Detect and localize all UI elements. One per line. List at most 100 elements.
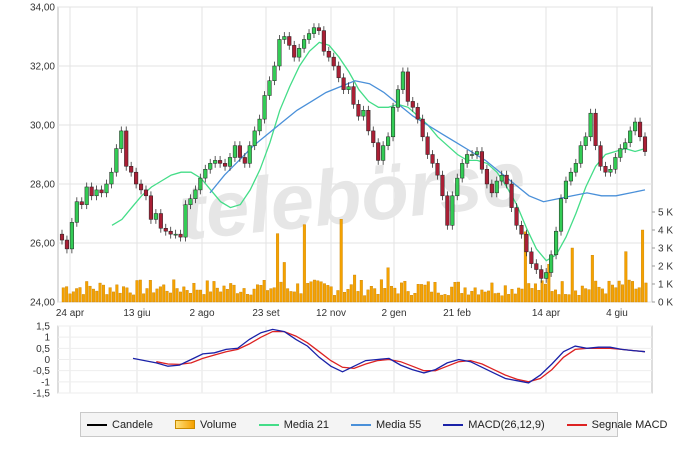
candle-body	[84, 186, 89, 205]
volume-bar	[400, 282, 403, 303]
volume-bar	[403, 280, 407, 303]
volume-bar	[316, 280, 320, 303]
volume-bar	[145, 288, 149, 303]
candle-body	[247, 145, 252, 164]
volume-bar	[470, 290, 474, 303]
candle-body	[563, 180, 568, 200]
candle-body	[222, 163, 228, 167]
volume-bar	[349, 284, 353, 303]
candle-body	[499, 174, 504, 182]
candle-body	[509, 183, 514, 208]
x-tick-label: 2 gen	[381, 308, 406, 319]
volume-bar	[570, 247, 574, 303]
volume-bar	[299, 293, 303, 303]
volume-bar	[560, 281, 564, 303]
macd-swatch-icon	[443, 423, 464, 426]
volume-bar	[112, 291, 115, 303]
candle-body	[455, 177, 460, 197]
volume-bar	[369, 286, 373, 303]
volume-bar	[209, 291, 213, 303]
candle-body	[64, 239, 69, 250]
volume-bar	[118, 292, 122, 303]
candle-body	[89, 186, 94, 197]
volume-bar	[282, 262, 286, 303]
candle-body	[311, 27, 317, 34]
volume-bar	[523, 231, 527, 303]
volume-bar	[487, 290, 491, 303]
volume-bar	[152, 292, 156, 303]
volume-bar	[225, 288, 229, 303]
candle-body	[74, 201, 79, 223]
volume-bar	[205, 280, 209, 303]
volume-bar	[631, 281, 635, 303]
candle-body	[168, 230, 173, 235]
candle-body	[346, 86, 351, 90]
volume-bar	[222, 285, 226, 303]
candle-body	[618, 148, 623, 158]
x-tick-label: 4 giu	[606, 308, 628, 319]
volume-bar	[590, 254, 594, 303]
volume-bar	[269, 288, 273, 303]
candle-body	[79, 201, 84, 205]
volume-bar	[65, 286, 69, 303]
volume-bar	[497, 292, 501, 303]
candle-body	[400, 71, 405, 90]
volume-bar	[564, 294, 568, 303]
legend-item-candele: Candele	[87, 419, 153, 431]
macd-line	[132, 328, 646, 384]
candle-body	[608, 169, 613, 173]
candle-body	[494, 180, 499, 194]
price-y-tick-label: 34,00	[30, 3, 55, 14]
candle-body	[558, 198, 564, 232]
volume-bar	[493, 293, 497, 303]
volume-bar	[279, 281, 283, 303]
volume-bar	[215, 287, 219, 303]
volume-bar	[189, 293, 192, 303]
volume-bar	[520, 288, 524, 303]
volume-bar	[423, 284, 427, 303]
candle-body	[450, 195, 455, 226]
volume-bar	[379, 279, 383, 303]
x-tick-label: 21 feb	[443, 308, 471, 319]
candle-body	[178, 233, 183, 238]
volume-bar	[239, 291, 243, 303]
volume-bar	[199, 289, 203, 303]
volume-bar	[78, 287, 82, 303]
volume-bar	[621, 284, 624, 303]
candle-body	[124, 130, 129, 167]
volume-bar	[517, 287, 521, 303]
volume-bar	[513, 293, 517, 303]
candle-body	[474, 151, 480, 155]
candle-body	[203, 169, 208, 179]
volume-bar	[433, 282, 437, 303]
volume-bar	[326, 285, 330, 303]
candle-body	[262, 95, 267, 120]
candle-body	[282, 36, 287, 40]
volume-bar	[607, 280, 611, 303]
candle-body	[381, 145, 386, 161]
volume-bar	[142, 293, 146, 303]
volume-bar	[527, 283, 531, 303]
macd-y-tick-label: 1,5	[36, 322, 50, 333]
candle-body	[633, 121, 638, 132]
volume-bar	[443, 294, 447, 303]
volume-bar	[81, 294, 85, 303]
volume-bar	[547, 264, 551, 303]
candle-body	[440, 174, 445, 197]
volume-bar	[259, 285, 263, 303]
volume-bar	[567, 294, 571, 303]
candle-body	[425, 136, 430, 155]
volume-bar	[637, 287, 641, 303]
volume-bar	[356, 291, 360, 303]
volume-bar	[336, 290, 340, 303]
volume-bar	[426, 281, 430, 303]
candle-body	[405, 71, 410, 102]
volume-bar	[353, 274, 357, 303]
volume-bar	[319, 281, 323, 303]
price-y-tick-label: 24,00	[30, 298, 55, 309]
candle-body	[593, 112, 598, 146]
volume-swatch-icon	[174, 420, 195, 429]
volume-bar	[584, 288, 588, 303]
volume-bar	[172, 279, 176, 303]
candle-body	[59, 233, 65, 241]
